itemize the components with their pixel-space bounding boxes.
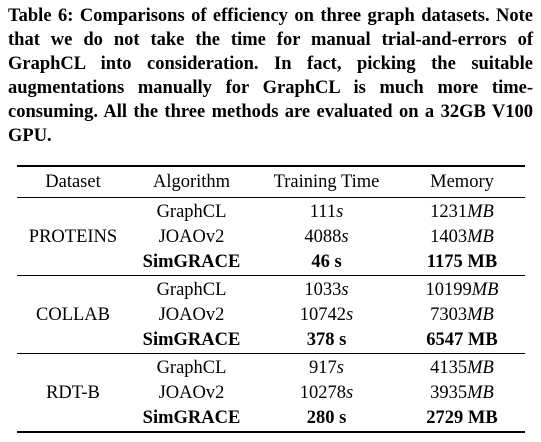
group-rdt-b: RDT-B GraphCL 917s 4135MB JOAOv2 10278s …: [17, 353, 525, 432]
time-cell: 111s: [254, 198, 399, 226]
time-cell: 10742s: [254, 303, 399, 328]
memory-unit: MB: [467, 202, 494, 222]
time-value: 917: [309, 358, 337, 378]
algorithm-cell: JOAOv2: [158, 227, 225, 247]
header-algorithm: Algorithm: [152, 172, 231, 192]
dataset-cell: PROTEINS: [28, 227, 118, 247]
time-cell: 1033s: [254, 276, 399, 304]
time-unit: s: [336, 358, 344, 378]
table-row: JOAOv2 4088s 1403MB: [17, 225, 525, 250]
memory-unit: MB: [467, 305, 494, 325]
memory-value: 7303: [430, 305, 468, 325]
time-cell: 378 s: [306, 330, 347, 350]
time-unit: s: [341, 280, 349, 300]
time-cell: 917s: [254, 354, 399, 382]
memory-unit: MB: [467, 227, 494, 247]
time-value: 4088: [304, 227, 342, 247]
header-training-time: Training Time: [273, 172, 380, 192]
table-row: RDT-B GraphCL 917s 4135MB: [17, 354, 525, 403]
time-cell: 280 s: [306, 408, 347, 428]
dataset-cell: RDT-B: [46, 383, 100, 403]
algorithm-cell: GraphCL: [156, 280, 227, 300]
time-unit: s: [346, 305, 354, 325]
time-value: 1033: [304, 280, 342, 300]
table-caption: Table 6: Comparisons of efficiency on th…: [8, 4, 533, 148]
table-row: JOAOv2 10278s 3935MB: [17, 381, 525, 406]
algorithm-cell: GraphCL: [156, 358, 227, 378]
caption-text: Comparisons of efficiency on three graph…: [8, 6, 533, 146]
time-unit: s: [341, 227, 349, 247]
table-row: JOAOv2 10742s 7303MB: [17, 303, 525, 328]
algorithm-cell: SimGRACE: [142, 330, 241, 350]
table-row-best: SimGRACE 280 s 2729 MB: [17, 406, 525, 432]
time-cell: 46 s: [311, 252, 342, 272]
memory-value: 1231: [430, 202, 468, 222]
memory-value: 10199: [425, 280, 472, 300]
time-value: 111: [309, 202, 337, 222]
memory-cell: 1403MB: [399, 225, 525, 250]
memory-cell: 3935MB: [399, 381, 525, 406]
algorithm-cell: SimGRACE: [142, 408, 241, 428]
header-dataset: Dataset: [45, 172, 101, 192]
memory-cell: 7303MB: [399, 303, 525, 328]
memory-cell: 1175 MB: [426, 252, 498, 272]
time-cell: 10278s: [254, 381, 399, 406]
algorithm-cell: GraphCL: [156, 202, 227, 222]
table-row: COLLAB GraphCL 1033s 10199MB: [17, 276, 525, 325]
memory-cell: 6547 MB: [426, 330, 498, 350]
time-unit: s: [346, 383, 354, 403]
table-row: PROTEINS GraphCL 111s 1231MB: [17, 198, 525, 247]
algorithm-cell: JOAOv2: [158, 305, 225, 325]
group-proteins: PROTEINS GraphCL 111s 1231MB JOAOv2 4088…: [17, 198, 525, 276]
time-unit: s: [336, 202, 344, 222]
table-row-best: SimGRACE 46 s 1175 MB: [17, 250, 525, 276]
time-cell: 4088s: [254, 225, 399, 250]
memory-value: 4135: [430, 358, 468, 378]
table-row-best: SimGRACE 378 s 6547 MB: [17, 328, 525, 354]
dataset-cell: COLLAB: [36, 305, 110, 325]
efficiency-table: Dataset Algorithm Training Time Memory P…: [17, 165, 525, 433]
group-collab: COLLAB GraphCL 1033s 10199MB JOAOv2 1074…: [17, 275, 525, 354]
time-value: 10742: [299, 305, 347, 325]
memory-unit: MB: [467, 383, 494, 403]
algorithm-cell: JOAOv2: [158, 383, 225, 403]
memory-unit: MB: [467, 358, 494, 378]
caption-label: Table 6:: [8, 6, 74, 26]
memory-value: 3935: [430, 383, 468, 403]
header-memory: Memory: [430, 172, 494, 192]
memory-value: 1403: [430, 227, 468, 247]
algorithm-cell: SimGRACE: [142, 252, 241, 272]
memory-cell: 1231MB: [399, 198, 525, 226]
memory-cell: 10199MB: [399, 276, 525, 304]
table-header-row: Dataset Algorithm Training Time Memory: [17, 166, 525, 198]
memory-cell: 4135MB: [399, 354, 525, 382]
memory-cell: 2729 MB: [426, 408, 498, 428]
time-value: 10278: [299, 383, 347, 403]
memory-unit: MB: [471, 280, 499, 300]
